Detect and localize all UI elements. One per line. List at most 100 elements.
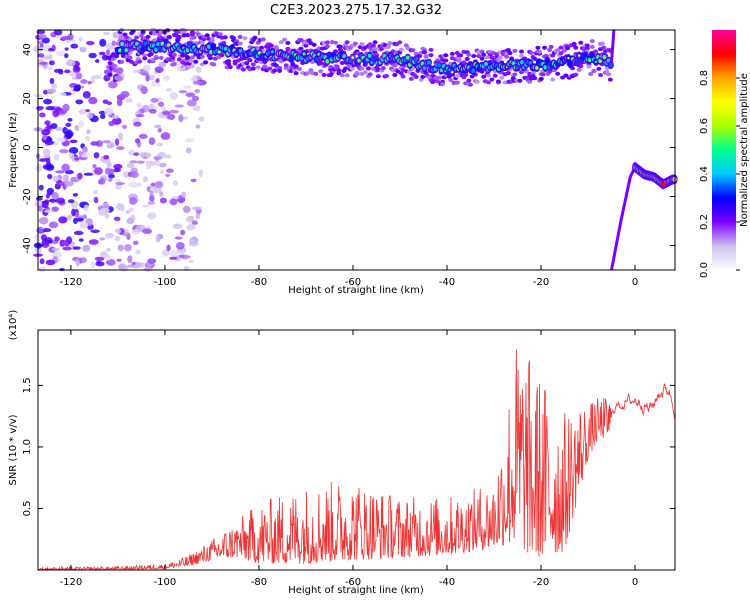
spectrogram-cell: [125, 210, 130, 214]
spectrogram-cell: [268, 43, 274, 48]
spectrogram-cell: [577, 54, 581, 57]
spectrogram-cell: [99, 207, 110, 214]
spectrogram-cell: [198, 116, 205, 122]
spectrogram-cell: [519, 53, 525, 58]
spectrogram-cell: [463, 72, 469, 77]
spectrogram-cell: [497, 55, 503, 60]
spectrogram-cell: [176, 63, 182, 71]
spectrogram-cell: [142, 228, 152, 235]
spectrogram-cell: [44, 209, 54, 214]
spectrogram-cell: [184, 55, 190, 60]
x-tick-label: -60: [345, 577, 361, 588]
spectrogram-cell: [117, 244, 124, 252]
spectrogram-cell: [157, 142, 163, 147]
spectrogram-cell: [167, 43, 170, 47]
spectrogram-cell: [105, 260, 111, 264]
spectrogram-cell: [190, 77, 198, 82]
spectrogram-cell: [64, 69, 71, 74]
spectrogram-cell: [131, 228, 141, 235]
spectrogram-cell: [195, 66, 202, 74]
spectrogram-cell: [484, 61, 489, 67]
spectrogram-cell: [37, 33, 47, 39]
spectrogram-cell: [437, 62, 442, 68]
spectrogram-cell: [142, 53, 148, 58]
spectrogram-cell: [149, 103, 154, 109]
x-tick-label: -80: [251, 577, 267, 588]
spectrogram-cell: [36, 29, 46, 35]
spectrogram-cell: [255, 65, 261, 70]
colorbar-gradient: [712, 30, 736, 270]
spectrogram-cell: [162, 111, 171, 116]
spectrogram-cell: [106, 49, 111, 56]
spectrogram-cell: [298, 46, 304, 51]
spectrogram-cell: [45, 164, 55, 171]
spectrogram-cell: [357, 59, 361, 62]
spectrogram-cell: [574, 60, 579, 65]
spectrogram-cell: [47, 66, 53, 70]
spectrogram-cell: [537, 50, 543, 55]
spectrogram-cell: [558, 51, 564, 56]
spectrogram-cell: [114, 76, 120, 81]
spectrogram-cell: [86, 129, 91, 135]
spectrogram-cell: [199, 54, 205, 59]
spectrogram-cell: [128, 196, 138, 205]
spectrogram-cell: [543, 65, 548, 70]
spectrogram-cell: [486, 73, 492, 78]
spectrogram-cell: [195, 124, 201, 129]
snr-x-ticks: -120 -100 -80 -60 -40 -20 0: [60, 330, 638, 588]
spectrogram-cell: [38, 216, 49, 225]
spectrogram-cell: [86, 40, 95, 46]
spectrogram-cell: [175, 29, 181, 34]
x-tick-label: -120: [60, 277, 83, 288]
spectrogram-cell: [107, 80, 118, 89]
spectrogram-cell: [413, 74, 419, 79]
spectrogram-cell: [328, 64, 334, 69]
spectrogram-cell: [62, 174, 69, 183]
spectrogram-cell: [535, 45, 541, 50]
spectrogram-cell: [129, 160, 138, 164]
spectrogram-cell: [365, 66, 371, 71]
spectrogram-cell: [140, 86, 148, 95]
spectrogram-cell: [87, 80, 92, 85]
spectrogram-cell: [107, 72, 113, 77]
spectrogram-cell: [484, 55, 490, 60]
spectrogram-cell: [78, 151, 83, 156]
spectrogram-cell: [76, 217, 84, 222]
snr-y-label: SNR (10 * v/v): [8, 414, 19, 485]
spectrogram-cell: [41, 241, 50, 249]
spectrogram-cell: [122, 124, 127, 129]
spectrogram-border: [37, 29, 676, 271]
spectrogram-cell: [38, 184, 44, 191]
spectrogram-cell: [408, 76, 414, 81]
spectrogram-cell: [589, 44, 595, 49]
spectrogram-cell: [163, 38, 169, 43]
spectrogram-cell: [428, 47, 434, 52]
spectrogram-cell: [102, 99, 109, 104]
spectrogram-cell: [145, 162, 152, 170]
spectrogram-cell: [153, 47, 158, 52]
spectrogram-cell: [237, 41, 243, 46]
spectrogram-cell: [88, 52, 97, 59]
spectrogram-cell: [44, 140, 55, 146]
spectrogram-cell: [282, 37, 288, 42]
spectrogram-cell: [141, 46, 146, 51]
spectrogram-cell: [157, 127, 162, 133]
spectrogram-cell: [102, 54, 109, 61]
spectrogram-cell: [359, 66, 365, 71]
spectrogram-cell: [169, 198, 178, 206]
spectrogram-cell: [567, 56, 570, 60]
spectrogram-cell: [73, 230, 84, 236]
y-tick-label: 1.5: [22, 377, 33, 393]
spectrogram-cell: [51, 247, 60, 252]
spectrogram-cell: [106, 248, 111, 252]
spectrogram-cell: [489, 55, 495, 60]
spectrogram-cell: [400, 74, 406, 79]
spectrogram-cell: [41, 200, 49, 209]
spectrogram-cell: [188, 259, 194, 264]
snr-y-scale-label: (x10⁴): [8, 310, 19, 341]
spectrogram-cell: [48, 239, 53, 244]
spectrogram-cell: [99, 38, 107, 47]
spectrogram-cell: [283, 63, 289, 68]
spectrogram-cell: [169, 256, 178, 260]
spectrogram-cell: [191, 220, 198, 225]
